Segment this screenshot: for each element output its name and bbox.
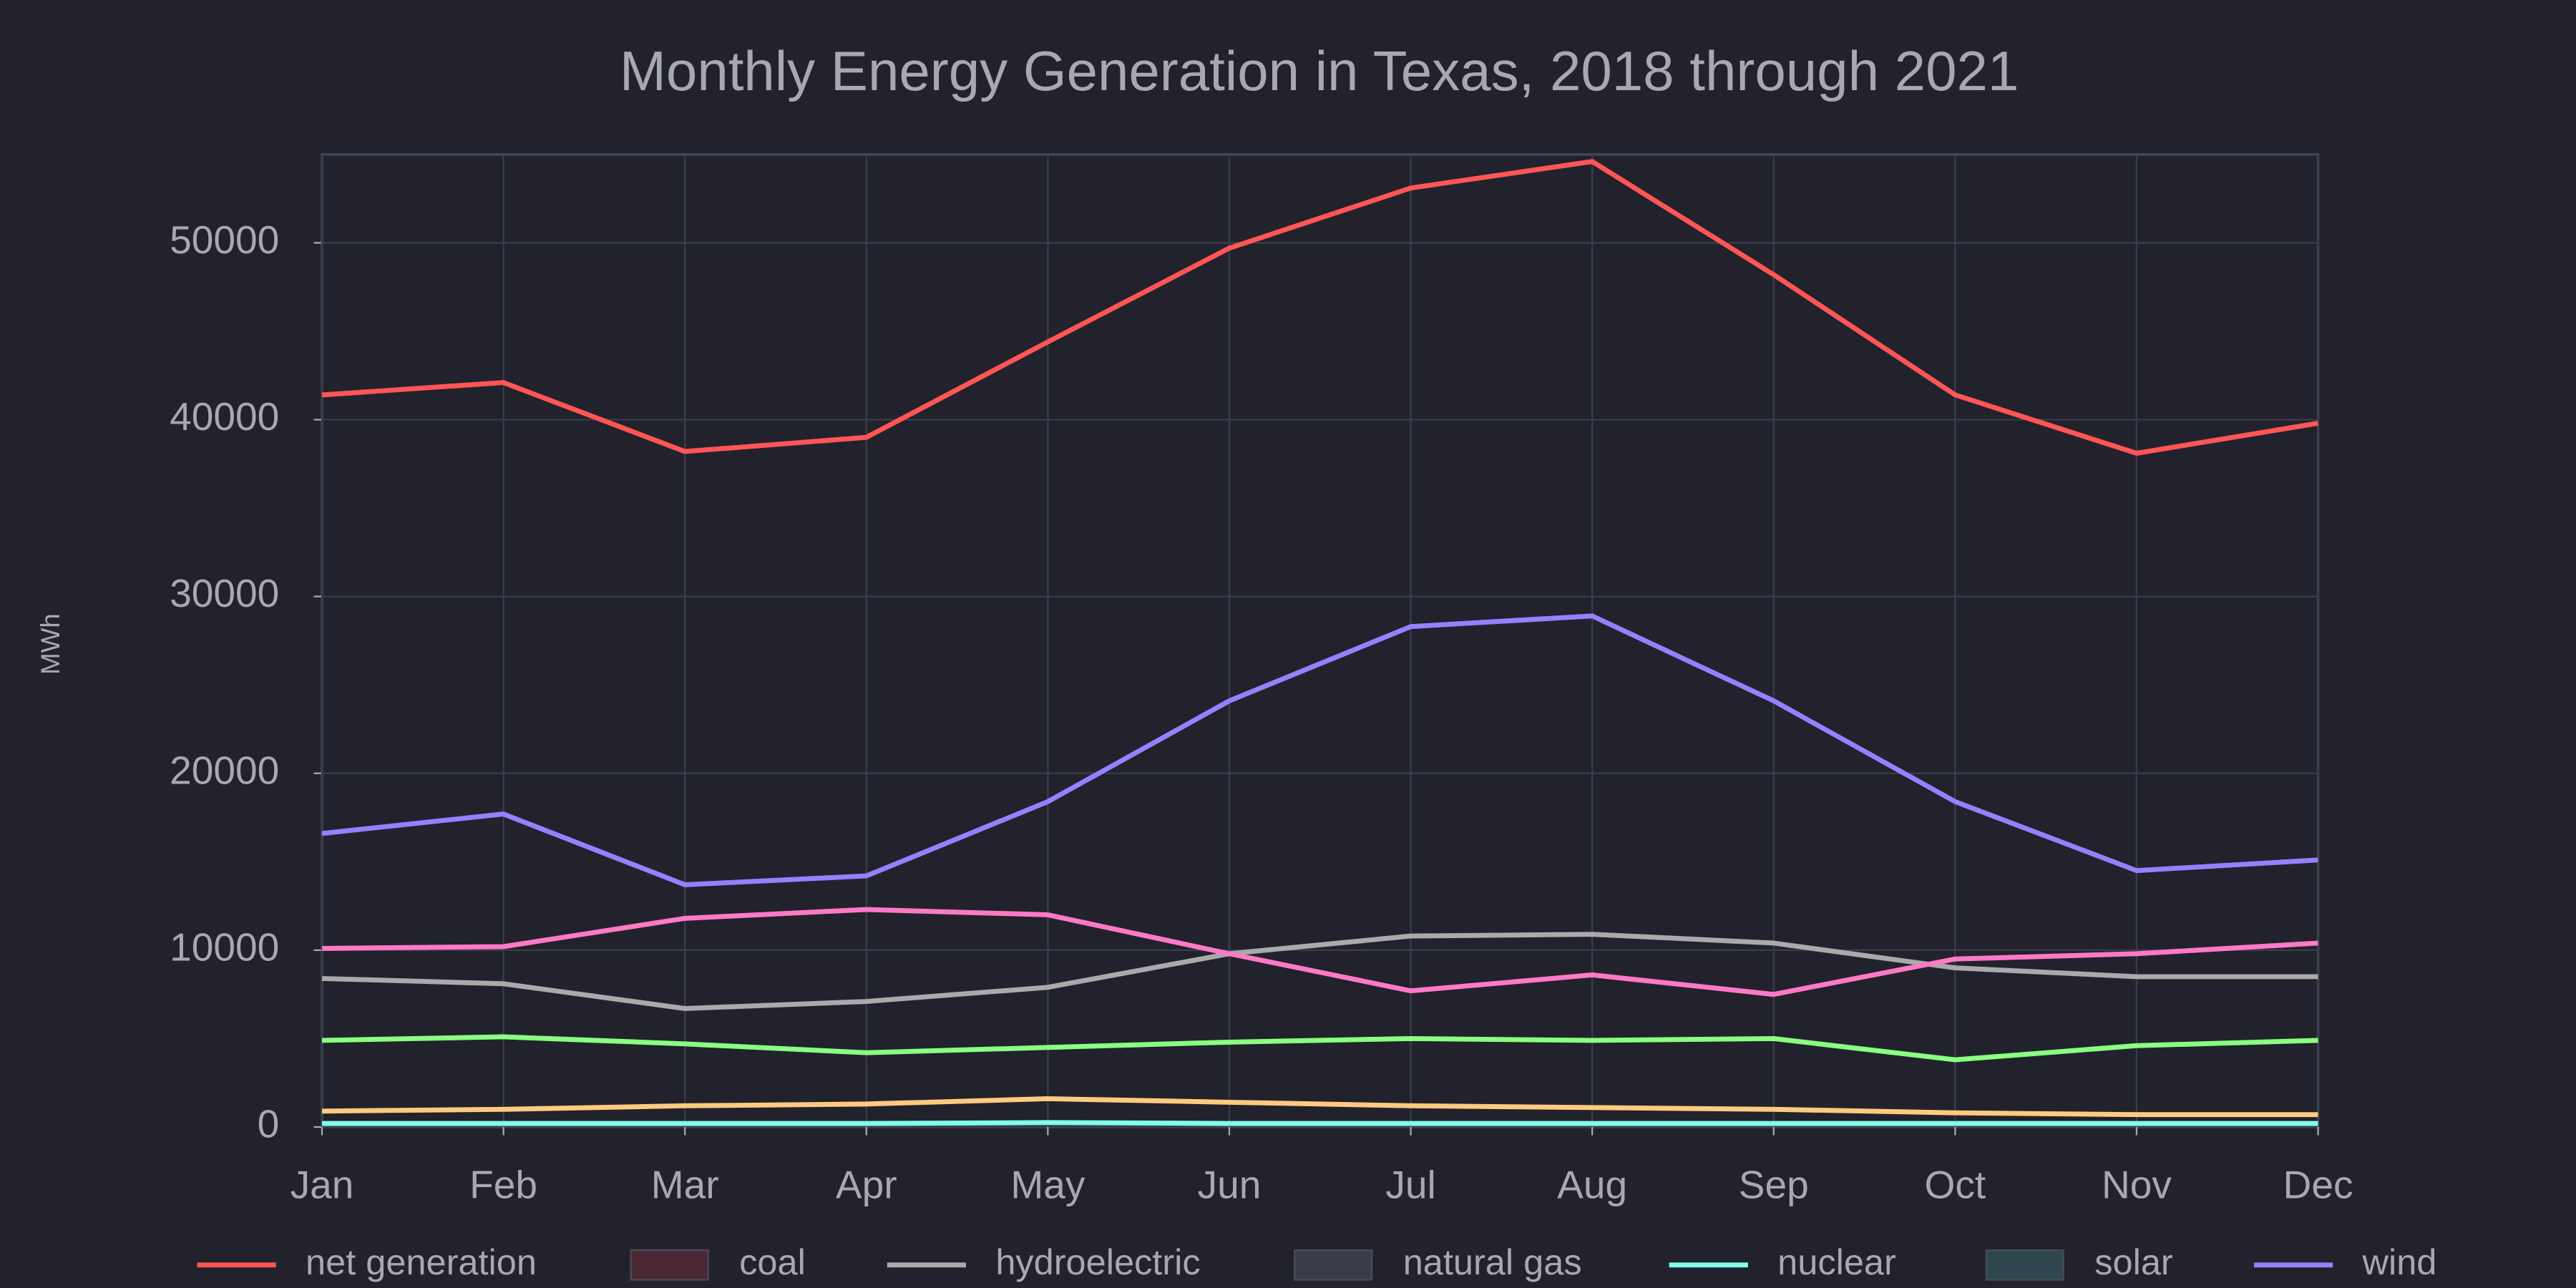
- x-tick-label: Mar: [651, 1163, 719, 1207]
- x-tick-label: Dec: [2283, 1163, 2353, 1207]
- series-line: [321, 1034, 2318, 1063]
- legend-label: nuclear: [1777, 1241, 1896, 1282]
- x-tick-label: Jan: [291, 1163, 354, 1207]
- y-tick-label: 20000: [170, 748, 279, 792]
- y-tick-label: 0: [258, 1102, 280, 1146]
- legend-swatch: [1294, 1249, 1373, 1281]
- y-axis-label: MWh: [36, 613, 65, 675]
- y-tick-label: 30000: [170, 571, 279, 615]
- x-tick-label: Oct: [1924, 1163, 1986, 1207]
- legend-swatch: [630, 1249, 709, 1281]
- series-line: [321, 159, 2319, 456]
- series-line: [321, 613, 2318, 887]
- legend-label: net generation: [306, 1241, 537, 1282]
- y-tick-label: 50000: [170, 218, 279, 262]
- y-tick-label: 10000: [170, 924, 279, 969]
- x-tick-label: Jul: [1385, 1163, 1435, 1207]
- x-tick-label: Sep: [1739, 1163, 1809, 1207]
- x-tick-label: Jun: [1198, 1163, 1262, 1207]
- legend-label: coal: [739, 1241, 806, 1282]
- series-line: [321, 907, 2318, 997]
- x-tick-label: Feb: [469, 1163, 537, 1207]
- legend-label: wind: [2362, 1241, 2437, 1282]
- legend-label: solar: [2094, 1241, 2172, 1282]
- plot-area: [321, 153, 2320, 1128]
- series-line: [321, 932, 2318, 1011]
- legend-swatch: [1985, 1249, 2064, 1281]
- x-tick-label: Nov: [2102, 1163, 2172, 1207]
- x-tick-label: May: [1010, 1163, 1085, 1207]
- y-tick-label: 40000: [170, 394, 279, 439]
- x-tick-label: Aug: [1557, 1163, 1627, 1207]
- legend-label: natural gas: [1403, 1241, 1582, 1282]
- legend-label: hydroelectric: [995, 1241, 1200, 1282]
- chart-title: Monthly Energy Generation in Texas, 2018…: [620, 39, 2019, 102]
- x-tick-label: Apr: [836, 1163, 897, 1207]
- series-line: [321, 1096, 2318, 1118]
